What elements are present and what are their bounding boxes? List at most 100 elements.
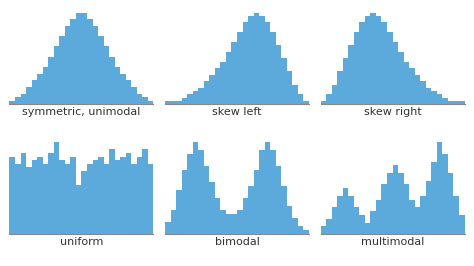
Bar xyxy=(26,167,32,234)
Bar xyxy=(171,210,176,234)
Bar xyxy=(76,13,82,104)
Bar xyxy=(20,94,26,104)
Bar xyxy=(215,198,220,234)
X-axis label: skew left: skew left xyxy=(212,107,262,117)
Bar xyxy=(237,210,243,234)
Bar xyxy=(398,52,403,104)
Bar xyxy=(398,173,403,234)
X-axis label: uniform: uniform xyxy=(60,237,103,247)
Bar xyxy=(15,164,20,234)
Bar xyxy=(343,188,348,234)
Bar xyxy=(426,181,431,234)
Bar xyxy=(287,206,292,234)
Bar xyxy=(32,80,37,104)
Bar xyxy=(403,184,409,234)
Bar xyxy=(82,13,87,104)
Bar xyxy=(303,230,309,234)
Bar xyxy=(37,74,43,104)
Bar xyxy=(142,149,148,234)
Bar xyxy=(259,16,264,104)
Bar xyxy=(131,87,137,104)
Bar xyxy=(231,214,237,234)
Bar xyxy=(387,173,392,234)
Bar xyxy=(82,171,87,234)
Bar xyxy=(165,101,171,104)
Bar xyxy=(215,68,220,104)
Bar xyxy=(115,160,120,234)
Bar xyxy=(126,80,131,104)
Bar xyxy=(392,42,398,104)
Bar xyxy=(48,153,54,234)
Bar xyxy=(415,75,420,104)
Bar xyxy=(403,62,409,104)
Bar xyxy=(415,207,420,234)
Bar xyxy=(459,215,465,234)
Bar xyxy=(248,16,254,104)
Bar xyxy=(131,164,137,234)
Bar xyxy=(337,72,343,104)
Bar xyxy=(109,149,115,234)
Bar xyxy=(20,153,26,234)
Bar xyxy=(98,157,104,234)
Bar xyxy=(448,173,454,234)
Bar xyxy=(359,22,365,104)
Bar xyxy=(26,87,32,104)
Bar xyxy=(220,62,226,104)
Bar xyxy=(320,101,326,104)
Bar xyxy=(337,196,343,234)
X-axis label: bimodal: bimodal xyxy=(215,237,259,247)
Bar xyxy=(43,67,48,104)
Bar xyxy=(109,57,115,104)
Bar xyxy=(9,157,15,234)
Bar xyxy=(48,57,54,104)
Bar xyxy=(43,164,48,234)
Bar xyxy=(176,101,182,104)
Bar xyxy=(248,186,254,234)
Bar xyxy=(148,101,154,104)
Bar xyxy=(148,164,154,234)
Bar xyxy=(426,88,431,104)
Bar xyxy=(448,101,454,104)
Bar xyxy=(359,215,365,234)
Bar xyxy=(120,157,126,234)
Bar xyxy=(348,45,354,104)
Bar xyxy=(92,160,98,234)
Bar xyxy=(65,164,71,234)
Bar xyxy=(71,157,76,234)
Bar xyxy=(281,186,287,234)
Bar xyxy=(71,19,76,104)
Bar xyxy=(115,67,120,104)
Bar xyxy=(254,170,259,234)
Bar xyxy=(59,160,65,234)
Bar xyxy=(210,182,215,234)
Bar xyxy=(276,166,281,234)
Bar xyxy=(370,13,376,104)
Bar xyxy=(264,143,270,234)
Bar xyxy=(243,198,248,234)
Bar xyxy=(176,190,182,234)
Bar xyxy=(409,200,415,234)
Bar xyxy=(320,226,326,234)
Bar xyxy=(298,94,303,104)
Bar xyxy=(193,91,198,104)
Bar xyxy=(104,164,109,234)
Bar xyxy=(298,226,303,234)
Bar xyxy=(420,81,426,104)
Bar xyxy=(59,36,65,104)
Bar xyxy=(326,219,332,234)
Bar xyxy=(382,184,387,234)
Bar xyxy=(226,214,231,234)
Bar xyxy=(198,88,204,104)
Bar xyxy=(326,94,332,104)
Bar xyxy=(392,165,398,234)
Bar xyxy=(376,200,382,234)
Bar xyxy=(254,13,259,104)
Bar xyxy=(365,16,370,104)
Bar xyxy=(259,150,264,234)
Bar xyxy=(120,74,126,104)
Bar xyxy=(126,153,131,234)
Bar xyxy=(104,47,109,104)
Bar xyxy=(303,101,309,104)
Bar xyxy=(376,16,382,104)
X-axis label: symmetric, unimodal: symmetric, unimodal xyxy=(22,107,141,117)
